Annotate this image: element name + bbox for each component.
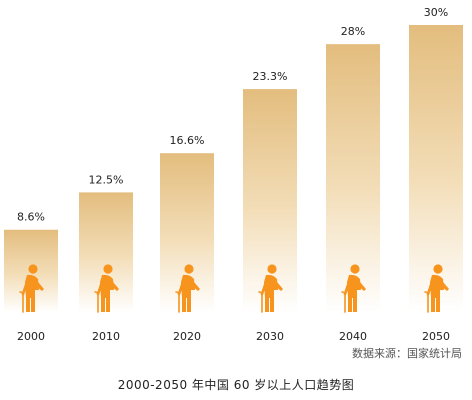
bar-2050 bbox=[409, 25, 463, 312]
value-label-2030: 23.3% bbox=[253, 70, 288, 83]
value-label-2050: 30% bbox=[424, 6, 448, 19]
bar-2030 bbox=[243, 89, 297, 312]
value-label-2040: 28% bbox=[341, 25, 365, 38]
elderly-person-icon bbox=[94, 264, 119, 313]
bars-layer bbox=[4, 25, 463, 313]
source-note: 数据来源：国家统计局 bbox=[352, 346, 462, 360]
elderly-person-icon bbox=[19, 264, 44, 313]
icons-layer bbox=[19, 264, 449, 313]
value-label-2020: 16.6% bbox=[170, 134, 205, 147]
value-label-2000: 8.6% bbox=[17, 211, 45, 224]
x-tick-label-2030: 2030 bbox=[256, 330, 284, 343]
x-tick-labels-layer: 2000 2010 2020 2030 2040 2050 bbox=[17, 330, 450, 343]
x-tick-label-2020: 2020 bbox=[173, 330, 201, 343]
elderly-person-icon bbox=[341, 264, 366, 313]
elderly-person-icon bbox=[175, 264, 200, 313]
value-label-2010: 12.5% bbox=[89, 173, 124, 186]
elderly-person-icon bbox=[424, 264, 449, 313]
x-tick-label-2040: 2040 bbox=[339, 330, 367, 343]
x-tick-label-2050: 2050 bbox=[422, 330, 450, 343]
elderly-person-icon bbox=[258, 264, 283, 313]
chart-caption: 2000-2050 年中国 60 岁以上人口趋势图 bbox=[118, 377, 355, 392]
x-tick-label-2000: 2000 bbox=[17, 330, 45, 343]
value-labels-layer: 8.6% 12.5% 16.6% 23.3% 28% 30% bbox=[17, 6, 448, 224]
x-tick-label-2010: 2010 bbox=[92, 330, 120, 343]
